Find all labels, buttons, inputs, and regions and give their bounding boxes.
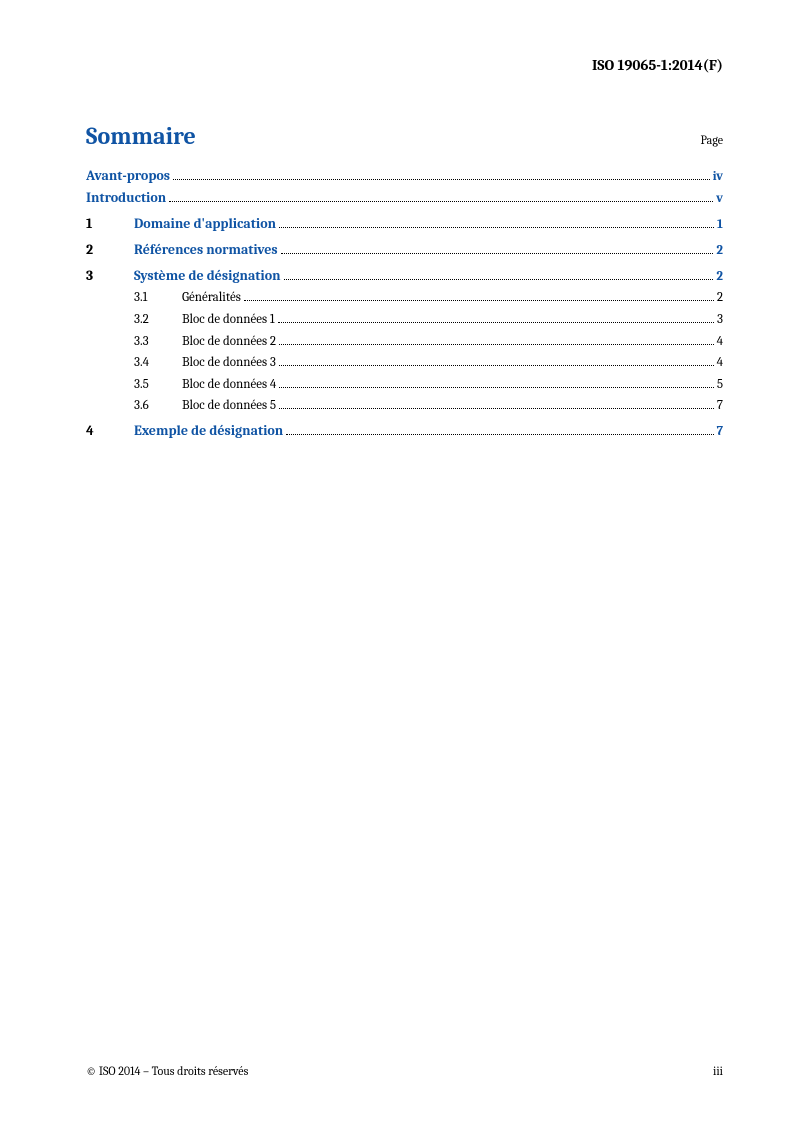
toc-dots bbox=[279, 212, 714, 228]
toc-dots bbox=[279, 372, 714, 388]
toc-subentry-label: Bloc de données 2 bbox=[182, 333, 276, 351]
page-footer: © ISO 2014 – Tous droits réservés iii bbox=[86, 1064, 723, 1078]
toc-entry-number: 3 bbox=[86, 267, 134, 286]
toc-entry[interactable]: Avant-propos iv bbox=[86, 164, 723, 186]
toc-entry-number: 4 bbox=[86, 422, 134, 441]
toc-entry-page: 1 bbox=[717, 216, 723, 234]
toc-subentry[interactable]: 3.3Bloc de données 2 4 bbox=[86, 329, 723, 351]
toc-entry-label: Références normatives bbox=[134, 241, 278, 260]
toc-dots bbox=[286, 419, 713, 435]
toc-entry[interactable]: 2Références normatives2 bbox=[86, 238, 723, 260]
toc-subentry[interactable]: 3.2Bloc de données 1 3 bbox=[86, 307, 723, 329]
toc-subentry-page: 4 bbox=[717, 354, 723, 372]
toc-title: Sommaire bbox=[86, 122, 196, 150]
toc-subentry-page: 2 bbox=[717, 289, 723, 307]
toc-subentry-number: 3.5 bbox=[134, 376, 182, 394]
toc-dots bbox=[169, 186, 713, 202]
toc-entry[interactable]: 3Système de désignation 2 bbox=[86, 264, 723, 286]
toc-entry-page: v bbox=[716, 190, 723, 208]
toc-entry-page: 2 bbox=[716, 242, 723, 260]
copyright-text: © ISO 2014 – Tous droits réservés bbox=[86, 1064, 248, 1078]
toc-subentry[interactable]: 3.1Généralités 2 bbox=[86, 285, 723, 307]
table-of-contents: Avant-proposivIntroductionv1Domaine d'ap… bbox=[86, 164, 723, 441]
toc-subentry-number: 3.2 bbox=[134, 311, 182, 329]
toc-entry-label: Système de désignation bbox=[134, 267, 281, 286]
toc-subentry-label: Bloc de données 5 bbox=[182, 397, 276, 415]
toc-subentry-number: 3.1 bbox=[134, 289, 182, 307]
toc-entry[interactable]: 4Exemple de désignation 7 bbox=[86, 419, 723, 441]
page-number: iii bbox=[713, 1064, 723, 1078]
page-column-label: Page bbox=[701, 133, 723, 147]
toc-dots bbox=[279, 329, 714, 345]
toc-entry-page: 2 bbox=[716, 268, 723, 286]
title-row: Sommaire Page bbox=[86, 122, 723, 150]
toc-subentry-page: 7 bbox=[717, 397, 723, 415]
toc-dots bbox=[278, 307, 714, 323]
toc-subentry-number: 3.6 bbox=[134, 397, 182, 415]
page: ISO 19065-1:2014(F) Sommaire Page Avant-… bbox=[0, 0, 793, 1122]
toc-subentry-number: 3.4 bbox=[134, 354, 182, 372]
toc-entry-label: Introduction bbox=[86, 189, 166, 208]
toc-entry-label: Domaine d'application bbox=[134, 215, 276, 234]
toc-dots bbox=[279, 350, 714, 366]
toc-subentry-number: 3.3 bbox=[134, 333, 182, 351]
toc-subentry-label: Bloc de données 3 bbox=[182, 354, 276, 372]
toc-entry-page: 7 bbox=[717, 423, 723, 441]
toc-dots bbox=[284, 264, 714, 280]
toc-subentry-label: Généralités bbox=[182, 289, 241, 307]
document-id: ISO 19065-1:2014(F) bbox=[592, 56, 723, 74]
toc-subentry[interactable]: 3.5Bloc de données 4 5 bbox=[86, 372, 723, 394]
toc-dots bbox=[173, 164, 710, 180]
toc-dots bbox=[281, 238, 714, 254]
toc-entry-page: iv bbox=[713, 168, 723, 186]
toc-subentry-page: 4 bbox=[717, 333, 723, 351]
toc-dots bbox=[279, 393, 714, 409]
toc-entry-number: 1 bbox=[86, 215, 134, 234]
toc-subentry-label: Bloc de données 1 bbox=[182, 311, 275, 329]
toc-entry-label: Avant-propos bbox=[86, 167, 170, 186]
toc-subentry[interactable]: 3.4Bloc de données 3 4 bbox=[86, 350, 723, 372]
toc-subentry-page: 5 bbox=[717, 376, 723, 394]
toc-entry-label: Exemple de désignation bbox=[134, 422, 283, 441]
toc-subentry-label: Bloc de données 4 bbox=[182, 376, 276, 394]
toc-entry[interactable]: 1Domaine d'application1 bbox=[86, 212, 723, 234]
toc-subentry-page: 3 bbox=[717, 311, 723, 329]
toc-dots bbox=[244, 285, 714, 301]
toc-subentry[interactable]: 3.6Bloc de données 5 7 bbox=[86, 393, 723, 415]
toc-entry-number: 2 bbox=[86, 241, 134, 260]
toc-entry[interactable]: Introduction v bbox=[86, 186, 723, 208]
